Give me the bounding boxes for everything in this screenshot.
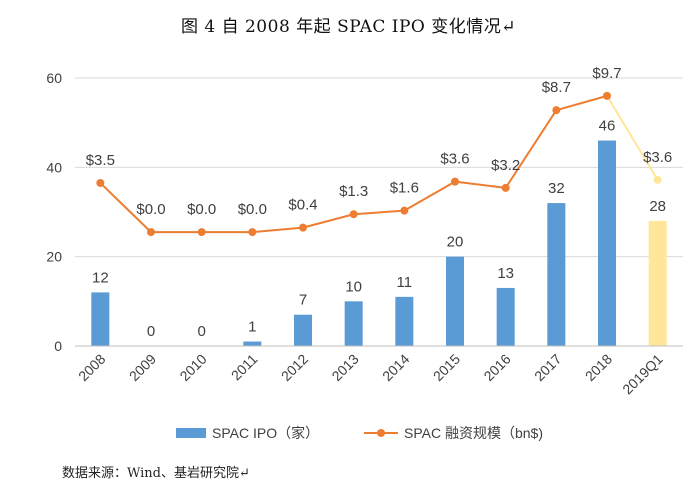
line-segment — [99, 182, 152, 233]
bar-data-label: 28 — [649, 198, 666, 215]
line-point — [197, 228, 206, 237]
line-point — [501, 183, 510, 192]
line-segment — [454, 180, 506, 189]
x-tick-label: 2015 — [430, 351, 463, 384]
line-data-label: $1.3 — [339, 183, 368, 200]
line-point — [299, 223, 307, 232]
line-data-label: $8.7 — [542, 79, 571, 96]
line-data-label: $1.6 — [390, 180, 419, 197]
x-tick-label: 2013 — [328, 351, 361, 384]
bar-data-label: 0 — [147, 323, 155, 340]
legend-label-bar: SPAC IPO（家） — [212, 425, 319, 441]
line-point — [248, 228, 257, 237]
x-tick-label: 2010 — [176, 351, 209, 384]
y-tick-label: 0 — [54, 338, 62, 354]
x-tick-label: 2009 — [126, 351, 159, 384]
line-segment — [556, 94, 608, 112]
line-data-label: $0.0 — [238, 201, 267, 218]
x-tick-label: 2017 — [531, 351, 564, 384]
x-tick-label: 2008 — [75, 351, 108, 384]
line-data-label: $0.0 — [136, 201, 165, 218]
x-tick-label: 2019Q1 — [619, 351, 666, 398]
x-tick-label: 2018 — [582, 351, 615, 384]
line-point — [603, 91, 611, 100]
bar — [294, 314, 312, 346]
line-point — [653, 175, 662, 184]
bar — [395, 296, 414, 346]
line-point — [400, 206, 409, 215]
y-tick-label: 20 — [46, 249, 62, 265]
bar — [496, 287, 515, 346]
bar-data-label: 1 — [248, 319, 256, 336]
line-point — [147, 228, 155, 237]
line-segment — [252, 226, 304, 234]
bar — [243, 341, 262, 346]
line-segment — [302, 213, 354, 229]
bar-data-label: 7 — [299, 292, 307, 309]
bar — [547, 203, 566, 346]
legend-label-line: SPAC 融资规模（bn$) — [404, 425, 543, 441]
bar — [446, 256, 464, 346]
line-data-label: $0.4 — [288, 197, 317, 214]
y-tick-label: 60 — [46, 70, 62, 86]
line-data-label: $3.6 — [440, 151, 469, 168]
line-data-label: $0.0 — [187, 201, 216, 218]
y-tick-label: 40 — [46, 159, 62, 175]
chart-title: 图 4 自 2008 年起 SPAC IPO 变化情况↵ — [180, 17, 517, 37]
line-point — [552, 106, 561, 115]
bar — [344, 301, 363, 346]
legend-marker-line — [377, 429, 385, 437]
x-tick-label: 2016 — [480, 351, 513, 384]
bar-data-label: 12 — [92, 269, 109, 286]
bar-data-label: 20 — [447, 234, 464, 251]
bar-data-label: 11 — [397, 274, 413, 291]
bar — [91, 292, 110, 346]
line-data-label: $3.6 — [643, 149, 672, 166]
bar-data-label: 13 — [497, 265, 514, 282]
line-segment — [504, 109, 558, 189]
line-point — [451, 177, 459, 186]
bar — [598, 140, 616, 346]
legend-swatch-bar — [176, 428, 206, 438]
bar-data-label: 32 — [548, 180, 565, 197]
line-segment — [353, 209, 405, 216]
bar-data-label: 46 — [599, 118, 616, 135]
bar-data-label: 0 — [197, 323, 205, 340]
line-data-label: $3.2 — [491, 157, 520, 174]
line-point — [349, 210, 358, 219]
bar-data-label: 10 — [345, 278, 362, 295]
x-tick-label: 2012 — [278, 351, 311, 384]
bar — [648, 220, 667, 346]
line-point — [96, 178, 105, 187]
line-data-label: $3.5 — [86, 152, 115, 169]
line-data-label: $9.7 — [592, 65, 621, 82]
line-segment — [606, 95, 659, 181]
x-tick-label: 2011 — [228, 351, 261, 384]
line-segment — [403, 180, 456, 212]
source-note: 数据来源：Wind、基岩研究院↵ — [62, 466, 250, 481]
x-tick-label: 2014 — [379, 351, 412, 384]
